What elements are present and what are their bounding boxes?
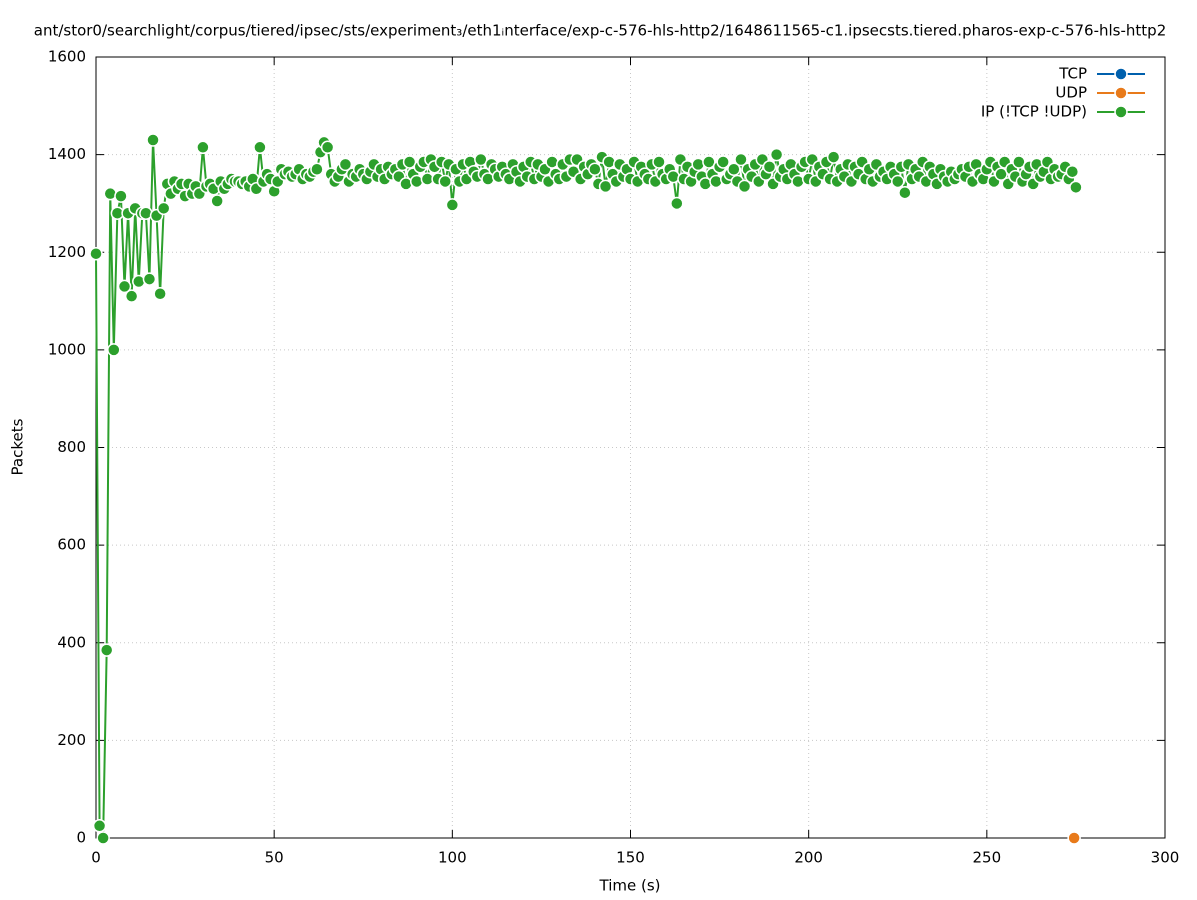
data-point xyxy=(598,179,613,194)
legend-label: UDP xyxy=(1055,84,1087,102)
data-point xyxy=(114,189,128,203)
data-point xyxy=(156,201,171,216)
data-point xyxy=(196,140,210,155)
data-point xyxy=(769,147,784,162)
x-tick-label: 0 xyxy=(91,849,101,867)
chart-title: ant/stor0/searchlight/corpus/tiered/ipse… xyxy=(34,22,1167,40)
data-point xyxy=(253,140,267,155)
data-point xyxy=(734,152,748,167)
x-tick-label: 200 xyxy=(794,849,823,867)
data-point xyxy=(320,140,335,155)
data-point xyxy=(762,160,777,174)
y-tick-label: 1200 xyxy=(48,243,86,261)
data-point xyxy=(652,155,666,169)
data-point xyxy=(727,162,741,177)
x-tick-label: 300 xyxy=(1151,849,1180,867)
data-point xyxy=(310,162,324,177)
data-point xyxy=(1067,831,1081,845)
data-point xyxy=(142,272,157,286)
data-point xyxy=(117,279,132,294)
data-point xyxy=(92,819,107,833)
y-tick-label: 1000 xyxy=(48,340,86,358)
data-point xyxy=(670,196,684,211)
x-tick-label: 50 xyxy=(265,849,284,867)
data-point xyxy=(1069,180,1083,195)
y-axis-label: Packets xyxy=(9,418,27,475)
x-tick-label: 150 xyxy=(616,849,645,867)
data-point xyxy=(153,286,167,301)
data-point xyxy=(737,179,752,194)
y-tick-label: 1600 xyxy=(48,48,86,66)
data-point xyxy=(898,185,912,200)
y-tick-label: 1400 xyxy=(48,145,86,163)
data-point xyxy=(716,155,730,169)
data-point xyxy=(210,194,224,208)
x-tick-label: 100 xyxy=(438,849,467,867)
data-point xyxy=(702,155,716,169)
data-point xyxy=(338,157,353,172)
legend-swatch xyxy=(1114,86,1128,100)
data-point xyxy=(96,831,110,845)
data-point xyxy=(474,152,488,167)
data-point xyxy=(107,343,121,357)
data-point xyxy=(99,643,114,657)
y-tick-label: 200 xyxy=(57,731,86,749)
data-point xyxy=(891,174,905,189)
y-tick-label: 600 xyxy=(57,536,86,554)
legend-swatch xyxy=(1114,67,1128,81)
legend-swatch xyxy=(1114,105,1128,119)
data-point xyxy=(1065,164,1080,179)
data-point xyxy=(89,246,103,261)
y-tick-label: 0 xyxy=(76,829,86,847)
data-point xyxy=(1012,155,1026,169)
y-tick-label: 800 xyxy=(57,438,86,456)
data-point xyxy=(445,198,460,212)
data-point xyxy=(146,133,160,147)
data-point xyxy=(438,174,452,189)
y-tick-label: 400 xyxy=(57,633,86,651)
data-point xyxy=(124,289,139,303)
x-tick-label: 250 xyxy=(973,849,1002,867)
data-point xyxy=(826,150,841,164)
plot-border xyxy=(95,56,1166,839)
data-point xyxy=(994,167,1008,181)
data-point xyxy=(588,162,602,177)
legend-label: IP (!TCP !UDP) xyxy=(981,103,1087,121)
legend-label: TCP xyxy=(1058,65,1087,83)
x-axis-label: Time (s) xyxy=(599,877,661,895)
data-point xyxy=(402,155,417,169)
